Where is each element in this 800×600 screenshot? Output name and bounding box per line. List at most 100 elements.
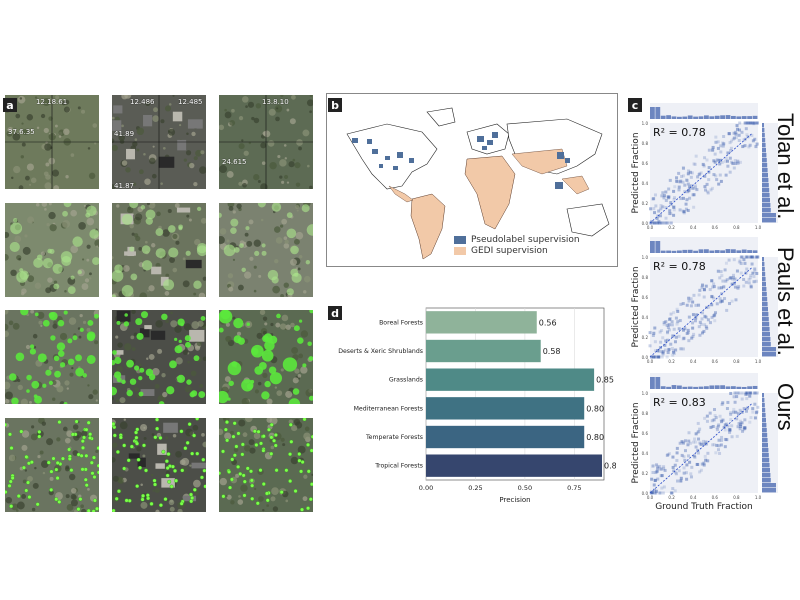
density-cell [682,471,686,475]
x-tick-label: 0.4 [690,495,697,500]
density-cell [678,180,682,184]
density-cell [707,305,711,309]
density-cell [657,355,661,359]
density-cell [657,219,661,223]
histogram-bar [671,385,677,389]
tile-coordinate: 12.486 [130,98,155,106]
density-cell [710,303,714,307]
density-cell [724,422,728,426]
panel-label-d: d [328,306,342,320]
density-cell [749,391,753,395]
density-cell [720,274,724,278]
y-tick-label: 0.2 [642,201,649,206]
density-cell [657,349,661,353]
density-cell [685,331,689,335]
density-cell [722,425,726,429]
density-cell [743,144,747,148]
density-cell [662,221,666,225]
histogram-bar [762,312,769,317]
density-cell [739,424,743,428]
density-cell [692,293,696,297]
density-cell [651,197,655,201]
density-cell [650,491,654,495]
scatter-plot-area [650,257,758,357]
density-cell [737,138,741,142]
density-cell [681,196,685,200]
density-cell [720,420,724,424]
x-tick-label: 0.8 [733,225,740,230]
bar [426,397,585,420]
density-cell [748,143,752,147]
density-cell [691,186,695,190]
density-cell [669,221,673,225]
density-cell [679,347,683,351]
marginal-histogram-top [650,373,758,389]
histogram-bar [704,386,709,389]
density-cell [745,255,749,259]
x-tick-label: 0.2 [668,225,675,230]
density-cell [679,179,683,183]
density-cell [744,391,748,395]
density-cell [728,430,732,434]
histogram-bar [687,115,693,119]
density-cell [702,329,706,333]
histogram-bar [762,138,766,143]
value-label: 0.80 [586,404,604,413]
density-cell [719,438,723,442]
density-cell [686,182,690,186]
histogram-bar [655,377,661,389]
histogram-bar [666,386,671,389]
density-cell [729,391,733,395]
density-cell [738,408,742,412]
density-cell [724,156,728,160]
density-cell [739,262,743,266]
histogram-bar [720,250,725,253]
density-cell [728,141,732,145]
density-cell [721,141,725,145]
density-cell [694,440,698,444]
density-cell [706,459,710,463]
density-cell [735,417,739,421]
method-name: Pauls et al. [773,247,798,356]
histogram-bar [762,218,776,223]
density-cell [658,221,662,225]
density-cell [720,435,724,439]
density-cell [704,325,708,329]
method-name: Tolan et al. [773,113,798,220]
density-cell [655,216,659,220]
density-cell [667,323,671,327]
x-tick-label: 0.0 [647,495,654,500]
density-cell [738,427,742,431]
panel-label-b: b [328,98,342,112]
density-cell [692,193,696,197]
histogram-bar [655,241,661,253]
density-cell [650,491,654,495]
density-cell [731,137,735,141]
density-cell [693,319,697,323]
density-cell [664,216,668,220]
density-cell [716,269,720,273]
r-squared-label: R² = 0.78 [653,260,706,273]
density-cell [662,196,666,200]
density-cell [755,410,759,414]
density-cell [684,471,688,475]
histogram-bar [762,408,766,413]
density-cell [655,463,659,467]
density-cell [691,321,695,325]
histogram-bar [762,418,766,423]
y-tick-label: 0.8 [642,411,649,416]
category-label: Tropical Forests [374,463,423,470]
legend-gedi: GEDI supervision [454,246,548,256]
density-cell [689,175,693,179]
histogram-bar [671,250,677,253]
density-cell [733,277,737,281]
density-cell [672,311,676,315]
density-cell [715,426,719,430]
density-cell [743,261,747,265]
density-cell [664,221,668,225]
density-cell [699,171,703,175]
density-cell [727,132,731,136]
histogram-bar [762,178,769,183]
density-cell [666,453,670,457]
density-cell [672,205,676,209]
